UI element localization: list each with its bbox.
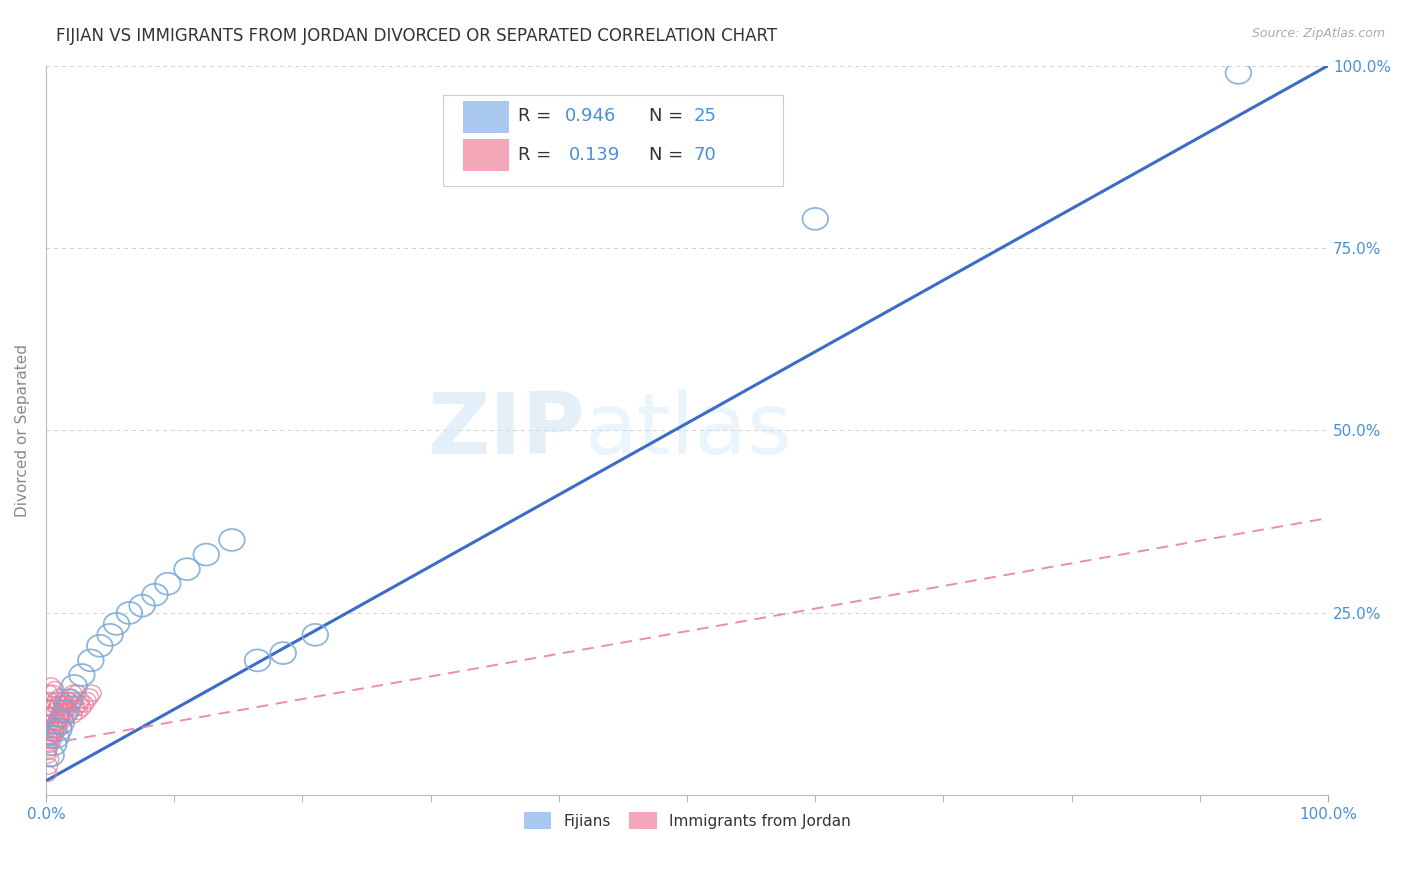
FancyBboxPatch shape	[463, 139, 509, 171]
FancyBboxPatch shape	[463, 101, 509, 133]
Text: atlas: atlas	[585, 389, 793, 472]
Legend: Fijians, Immigrants from Jordan: Fijians, Immigrants from Jordan	[517, 806, 856, 835]
Text: R =: R =	[517, 107, 557, 125]
FancyBboxPatch shape	[443, 95, 783, 186]
Text: FIJIAN VS IMMIGRANTS FROM JORDAN DIVORCED OR SEPARATED CORRELATION CHART: FIJIAN VS IMMIGRANTS FROM JORDAN DIVORCE…	[56, 27, 778, 45]
Y-axis label: Divorced or Separated: Divorced or Separated	[15, 344, 30, 517]
Text: 0.946: 0.946	[565, 107, 617, 125]
Text: 0.139: 0.139	[569, 145, 620, 163]
Text: 70: 70	[693, 145, 716, 163]
Text: N =: N =	[648, 107, 689, 125]
Text: Source: ZipAtlas.com: Source: ZipAtlas.com	[1251, 27, 1385, 40]
Text: ZIP: ZIP	[427, 389, 585, 472]
Text: 25: 25	[693, 107, 717, 125]
Text: N =: N =	[648, 145, 689, 163]
Text: R =: R =	[517, 145, 562, 163]
